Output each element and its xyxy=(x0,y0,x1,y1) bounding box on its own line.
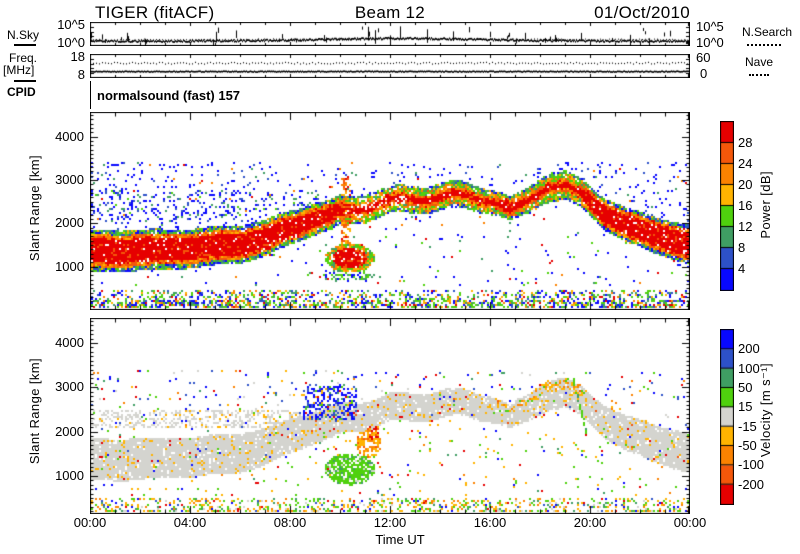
colorbar-tick-power: 20 xyxy=(738,177,753,192)
freq-right-tick-top: 60 xyxy=(696,50,711,65)
xtick-label: 20:00 xyxy=(573,515,607,530)
freq-tick-bottom: 8 xyxy=(77,67,85,82)
xtick-label: 00:00 xyxy=(73,515,107,530)
nsky-right-tick-bottom: 10^0 xyxy=(696,35,724,50)
colorbar-tick-power: 4 xyxy=(738,261,746,276)
ytick-label-power: 4000 xyxy=(55,129,84,144)
freq-right-tick-bottom: 0 xyxy=(700,66,708,81)
freq-axis-label-line1: Freq. xyxy=(9,51,38,65)
noise-panel-canvas xyxy=(90,22,690,46)
colorbar-tick-velocity: 200 xyxy=(738,341,760,356)
cpid-axis-line xyxy=(90,81,91,109)
ytick-label-velocity: 2000 xyxy=(55,424,84,439)
velocity-colorbar xyxy=(720,329,734,505)
xaxis-title: Time UT xyxy=(375,532,425,547)
ytick-label-power: 3000 xyxy=(55,172,84,187)
colorbar-tick-power: 12 xyxy=(738,219,753,234)
xtick-label: 08:00 xyxy=(273,515,307,530)
colorbar-tick-velocity: 100 xyxy=(738,361,760,376)
ytick-label-velocity: 1000 xyxy=(55,468,84,483)
nsky-tick-top: 10^5 xyxy=(57,17,85,32)
freq-axis-label-line2: [MHz] xyxy=(3,63,35,77)
xtick-label: 12:00 xyxy=(373,515,407,530)
frequency-panel-canvas xyxy=(90,54,690,78)
plot-title: TIGER (fitACF) xyxy=(95,3,215,22)
velocity-heatmap-canvas xyxy=(90,318,690,514)
colorbar-tick-velocity: -200 xyxy=(738,477,765,492)
nsky-tick-bottom: 10^0 xyxy=(57,35,85,50)
xtick-label: 04:00 xyxy=(173,515,207,530)
freq-solid-line-key xyxy=(14,80,36,82)
xtick-label: 00:00 xyxy=(673,515,707,530)
cpid-label: CPID xyxy=(7,85,36,99)
power-heatmap-canvas xyxy=(90,112,690,310)
colorbar-tick-power: 16 xyxy=(738,198,753,213)
nave-dotted-line-key xyxy=(749,74,769,76)
colorbar-tick-power: 24 xyxy=(738,156,753,171)
nave-legend-label: Nave xyxy=(745,55,774,69)
colorbar-tick-power: 8 xyxy=(738,240,746,255)
colorbar-tick-velocity: -50 xyxy=(738,438,757,453)
freq-tick-top: 18 xyxy=(70,49,85,64)
beam-label: Beam 12 xyxy=(354,3,426,22)
nsky-solid-line-key xyxy=(14,44,36,46)
cpid-value: normalsound (fast) 157 xyxy=(97,88,241,103)
xtick-label: 16:00 xyxy=(473,515,507,530)
colorbar-tick-velocity: 50 xyxy=(738,380,753,395)
colorbar-tick-power: 28 xyxy=(738,135,753,150)
colorbar-tick-velocity: 15 xyxy=(738,399,753,414)
power-yaxis-label: Slant Range [km] xyxy=(27,155,42,262)
nsky-right-tick-top: 10^5 xyxy=(696,19,724,34)
nsearch-legend-label: N.Search xyxy=(742,25,793,39)
nsearch-dotted-line-key xyxy=(747,44,781,46)
nsky-axis-label: N.Sky xyxy=(7,28,40,42)
power-colorbar xyxy=(720,121,734,291)
colorbar-tick-velocity: -100 xyxy=(738,457,765,472)
power-colorbar-label: Power [dB] xyxy=(758,171,773,239)
colorbar-tick-velocity: -15 xyxy=(738,419,757,434)
velocity-yaxis-label: Slant Range [km] xyxy=(27,358,42,465)
ytick-label-velocity: 4000 xyxy=(55,335,84,350)
date-label: 01/Oct/2010 xyxy=(594,3,690,22)
ytick-label-power: 2000 xyxy=(55,215,84,230)
velocity-colorbar-label: Velocity [m s⁻¹] xyxy=(758,363,773,458)
ytick-label-velocity: 3000 xyxy=(55,379,84,394)
ytick-label-power: 1000 xyxy=(55,259,84,274)
